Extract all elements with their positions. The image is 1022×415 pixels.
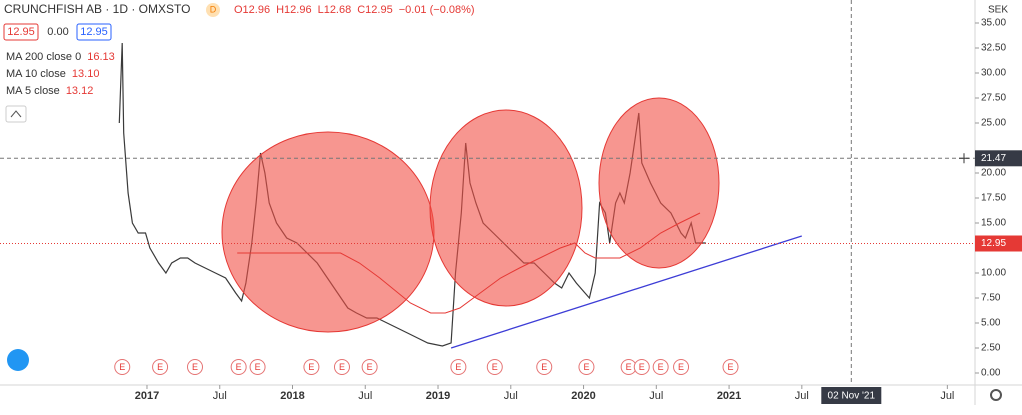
y-tick-label: 25.00 — [981, 118, 1006, 129]
event-label: E — [583, 362, 589, 372]
ohlc-value: −0.01 (−0.08%) — [399, 4, 475, 16]
event-marker — [333, 359, 350, 375]
y-tick-label: 27.50 — [981, 93, 1006, 104]
buy-price[interactable]: 12.95 — [80, 26, 108, 38]
y-tick-label: 35.00 — [981, 18, 1006, 29]
collapse-button[interactable] — [5, 105, 27, 123]
crosshair-plus — [959, 153, 969, 164]
event-label: E — [157, 362, 163, 372]
y-tick-label: 30.00 — [981, 68, 1006, 79]
event-label: E — [541, 362, 547, 372]
indicator-name: MA 10 close — [6, 68, 66, 80]
y-tick-label: 5.00 — [981, 318, 1001, 329]
event-label: E — [658, 362, 664, 372]
y-tick-label: 7.50 — [981, 293, 1001, 304]
event-marker — [303, 359, 320, 375]
y-tick-label: 10.00 — [981, 268, 1006, 279]
badge-bg — [206, 3, 220, 17]
ma200-line — [237, 212, 701, 314]
event-marker — [152, 359, 169, 375]
x-tick-label: 2020 — [571, 390, 595, 402]
event-marker — [673, 359, 690, 375]
x-tick-label: Jul — [795, 390, 809, 402]
event-label: E — [236, 362, 242, 372]
event-label: E — [492, 362, 498, 372]
event-marker — [652, 359, 669, 375]
last-price-box — [975, 235, 1022, 252]
indicator-name: MA 200 close 0 — [6, 51, 81, 63]
y-tick-label: 2.50 — [981, 343, 1001, 354]
event-marker — [230, 359, 247, 375]
event-label: E — [626, 362, 632, 372]
indicator-value: 16.13 — [87, 51, 115, 63]
y-tick-label: 20.00 — [981, 168, 1006, 179]
x-tick-label: Jul — [213, 390, 227, 402]
highlight-circle[interactable] — [598, 97, 720, 269]
spread: 0.00 — [47, 26, 68, 38]
x-tick-label: 2018 — [280, 390, 304, 402]
x-tick-label: Jul — [649, 390, 663, 402]
crosshair-y-label: 21.47 — [981, 153, 1006, 164]
event-label: E — [678, 362, 684, 372]
highlight-circle[interactable] — [221, 131, 435, 333]
buy-box[interactable] — [76, 23, 112, 41]
badge: D — [210, 4, 217, 14]
event-marker — [361, 359, 378, 375]
sell-box[interactable] — [3, 23, 39, 41]
event-marker — [578, 359, 595, 375]
event-label: E — [728, 362, 734, 372]
settings-icon[interactable] — [990, 389, 1002, 401]
event-label: E — [192, 362, 198, 372]
y-tick-label: 15.00 — [981, 218, 1006, 229]
event-label: E — [367, 362, 373, 372]
x-tick-label: 2019 — [426, 390, 450, 402]
y-tick-label: 32.50 — [981, 43, 1006, 54]
highlight-circle[interactable] — [429, 109, 583, 307]
event-marker — [114, 359, 131, 375]
x-tick-label: Jul — [358, 390, 372, 402]
event-marker — [450, 359, 467, 375]
header: CRUNCHFISH AB · 1D · OMXSTO D 12.95 0.00… — [3, 2, 220, 371]
crosshair-x-label: 02 Nov '21 — [828, 391, 876, 402]
crosshair-y-box — [975, 150, 1022, 167]
event-label: E — [339, 362, 345, 372]
indicator-name: MA 5 close — [6, 85, 60, 97]
event-marker — [536, 359, 553, 375]
event-label: E — [119, 362, 125, 372]
sell-price[interactable]: 12.95 — [7, 26, 35, 38]
logo[interactable] — [7, 349, 29, 371]
event-label: E — [639, 362, 645, 372]
event-marker — [249, 359, 266, 375]
currency: SEK — [988, 5, 1008, 16]
event-marker — [633, 359, 650, 375]
event-marker — [486, 359, 503, 375]
ohlc-value: H12.96 — [276, 4, 311, 16]
x-tick-label: Jul — [940, 390, 954, 402]
event-marker — [722, 359, 739, 375]
indicator-value: 13.12 — [66, 85, 94, 97]
x-tick-label: 2017 — [135, 390, 159, 402]
event-marker — [187, 359, 203, 375]
event-label: E — [255, 362, 261, 372]
last-price-label: 12.95 — [981, 238, 1006, 249]
x-tick-label: 2021 — [717, 390, 741, 402]
trendline — [450, 235, 802, 349]
ohlc-value: L12.68 — [318, 4, 352, 16]
crosshair-x-box — [821, 387, 882, 404]
event-label: E — [308, 362, 314, 372]
event-label: E — [455, 362, 461, 372]
ohlc-value: C12.95 — [357, 4, 392, 16]
symbol: CRUNCHFISH AB · 1D · OMXSTO — [4, 2, 190, 16]
y-tick-label: 17.50 — [981, 193, 1006, 204]
ohlc-value: O12.96 — [234, 4, 270, 16]
indicator-value: 13.10 — [72, 68, 100, 80]
y-tick-label: 0.00 — [981, 368, 1001, 379]
x-tick-label: Jul — [504, 390, 518, 402]
collapse-icon — [10, 110, 22, 118]
